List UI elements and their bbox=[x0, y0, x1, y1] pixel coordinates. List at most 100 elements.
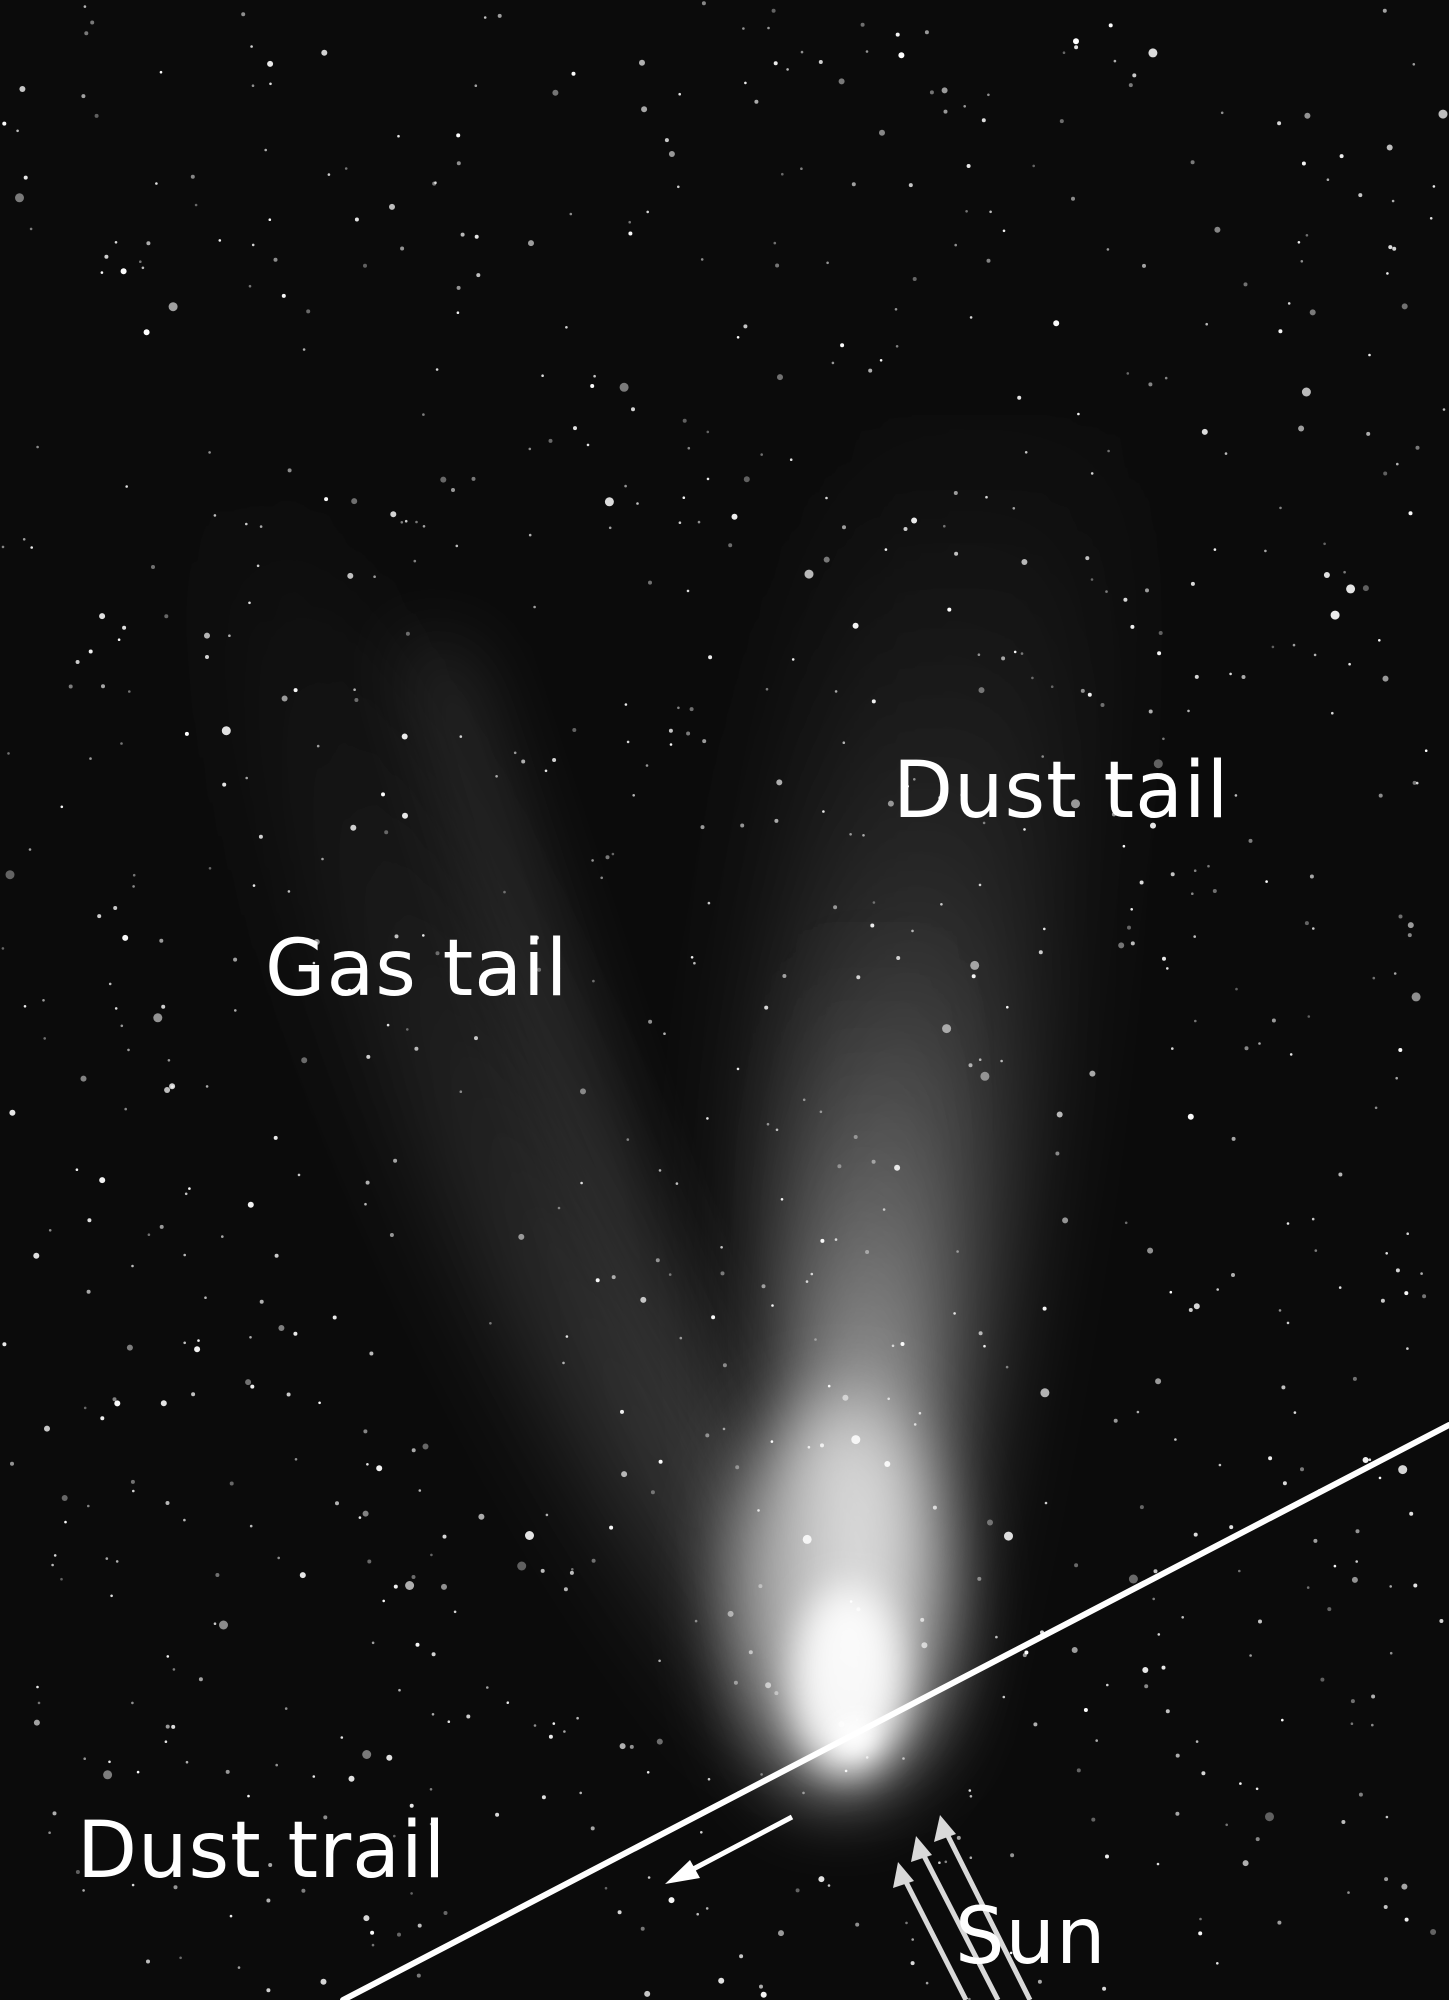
star bbox=[678, 521, 682, 524]
star bbox=[1111, 812, 1116, 817]
star bbox=[393, 1834, 396, 1838]
star bbox=[571, 1568, 574, 1571]
star bbox=[324, 497, 329, 502]
star bbox=[1105, 1854, 1109, 1859]
star bbox=[895, 345, 899, 348]
star bbox=[43, 1037, 46, 1040]
dust-trail-line bbox=[340, 1422, 1449, 2000]
star bbox=[1415, 445, 1420, 450]
star bbox=[1326, 178, 1330, 181]
star bbox=[1313, 653, 1317, 657]
star bbox=[61, 1495, 68, 1501]
star bbox=[985, 495, 988, 499]
star bbox=[701, 1, 706, 6]
star bbox=[94, 113, 99, 118]
star bbox=[393, 1158, 398, 1163]
star bbox=[173, 1885, 178, 1890]
star bbox=[1020, 652, 1024, 655]
star bbox=[1382, 8, 1387, 13]
star bbox=[259, 1299, 264, 1304]
star bbox=[348, 1775, 355, 1782]
star bbox=[351, 498, 358, 505]
star bbox=[947, 607, 952, 612]
star bbox=[376, 1465, 383, 1472]
star bbox=[640, 1296, 647, 1303]
star bbox=[968, 1789, 972, 1792]
star bbox=[1106, 248, 1110, 251]
star bbox=[51, 1563, 54, 1567]
star bbox=[742, 27, 745, 30]
star bbox=[825, 496, 828, 500]
star bbox=[249, 1524, 253, 1528]
star bbox=[965, 210, 968, 213]
star bbox=[327, 173, 331, 176]
star bbox=[1231, 1273, 1235, 1277]
star bbox=[1382, 675, 1389, 682]
star bbox=[332, 1315, 337, 1320]
star bbox=[579, 1791, 582, 1795]
star bbox=[1181, 1616, 1184, 1619]
star bbox=[188, 1187, 191, 1190]
star bbox=[884, 548, 888, 551]
star bbox=[1005, 1365, 1009, 1369]
star bbox=[884, 1461, 891, 1467]
star bbox=[906, 785, 909, 788]
star bbox=[1304, 112, 1311, 119]
star bbox=[626, 740, 630, 744]
star bbox=[1412, 63, 1416, 66]
star bbox=[362, 1750, 372, 1759]
star bbox=[740, 823, 745, 828]
star bbox=[826, 261, 829, 265]
star bbox=[518, 1233, 525, 1240]
star bbox=[814, 1338, 817, 1341]
star bbox=[1059, 119, 1064, 124]
star bbox=[572, 728, 577, 732]
star bbox=[370, 1930, 375, 1935]
star bbox=[940, 903, 943, 906]
star bbox=[842, 741, 846, 744]
star bbox=[910, 1961, 915, 1966]
star bbox=[887, 800, 894, 807]
star bbox=[362, 1510, 369, 1517]
star bbox=[1062, 51, 1066, 54]
star bbox=[534, 935, 539, 940]
star bbox=[1212, 889, 1217, 893]
star bbox=[1127, 925, 1131, 930]
star bbox=[833, 905, 838, 910]
star bbox=[770, 1440, 774, 1443]
star bbox=[1171, 1047, 1174, 1050]
star bbox=[164, 614, 169, 619]
star bbox=[1118, 942, 1125, 949]
star bbox=[818, 1876, 825, 1883]
star bbox=[540, 1568, 545, 1573]
star bbox=[1338, 1286, 1342, 1289]
star bbox=[28, 848, 32, 851]
star bbox=[398, 1688, 401, 1692]
star bbox=[1071, 799, 1080, 809]
star bbox=[167, 1059, 171, 1062]
star bbox=[1021, 559, 1028, 565]
star bbox=[648, 1019, 653, 1024]
star bbox=[1013, 650, 1017, 654]
star bbox=[977, 653, 981, 656]
star bbox=[153, 1013, 163, 1023]
star bbox=[1062, 1217, 1069, 1224]
star bbox=[969, 1795, 973, 1798]
star bbox=[122, 934, 129, 941]
star bbox=[1194, 1019, 1197, 1023]
star bbox=[166, 1655, 170, 1658]
star bbox=[1090, 578, 1094, 581]
star bbox=[284, 1707, 288, 1710]
star bbox=[968, 1063, 973, 1068]
star bbox=[1243, 282, 1248, 287]
star bbox=[234, 1009, 237, 1012]
star bbox=[1024, 1650, 1029, 1655]
star bbox=[400, 246, 405, 251]
star bbox=[905, 1921, 908, 1925]
star bbox=[834, 1238, 838, 1241]
star bbox=[128, 690, 131, 693]
star bbox=[33, 1719, 40, 1726]
star bbox=[677, 185, 680, 189]
star bbox=[1309, 309, 1316, 316]
star bbox=[1380, 1298, 1385, 1303]
